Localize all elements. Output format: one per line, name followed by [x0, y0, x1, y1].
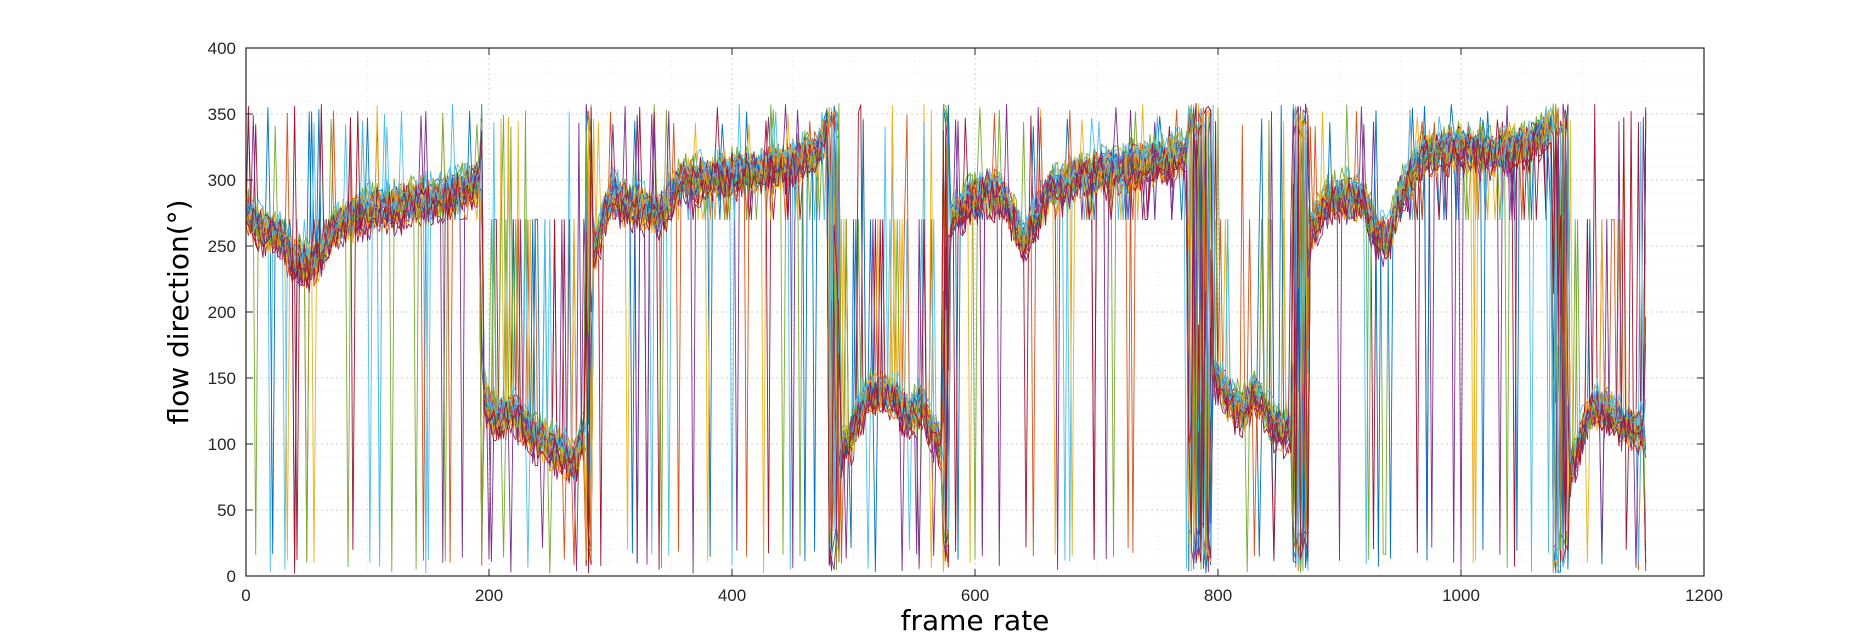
x-tick-label: 800	[1204, 586, 1232, 605]
y-tick-label: 100	[208, 435, 236, 454]
series-lines	[245, 102, 1647, 574]
series-line	[245, 105, 1647, 574]
x-tick-label: 400	[718, 586, 746, 605]
y-axis-tick-labels: 0 50 100 150 200 250 300 350 400	[208, 39, 236, 586]
y-tick-label: 50	[217, 501, 236, 520]
x-tick-label: 200	[475, 586, 503, 605]
y-tick-label: 250	[208, 237, 236, 256]
y-tick-label: 0	[227, 567, 236, 586]
y-axis-label: flow direction(°)	[162, 199, 195, 424]
y-tick-label: 300	[208, 171, 236, 190]
x-axis-label: frame rate	[901, 604, 1050, 637]
y-tick-label: 400	[208, 39, 236, 58]
tick-marks	[245, 47, 1705, 577]
y-tick-label: 200	[208, 303, 236, 322]
x-tick-label: 0	[241, 586, 250, 605]
y-tick-label: 350	[208, 105, 236, 124]
x-tick-label: 600	[961, 586, 989, 605]
y-tick-label: 150	[208, 369, 236, 388]
x-tick-label: 1200	[1685, 586, 1723, 605]
x-axis-tick-labels: 0 200 400 600 800 1000 1200	[241, 586, 1723, 605]
x-tick-label: 1000	[1442, 586, 1480, 605]
